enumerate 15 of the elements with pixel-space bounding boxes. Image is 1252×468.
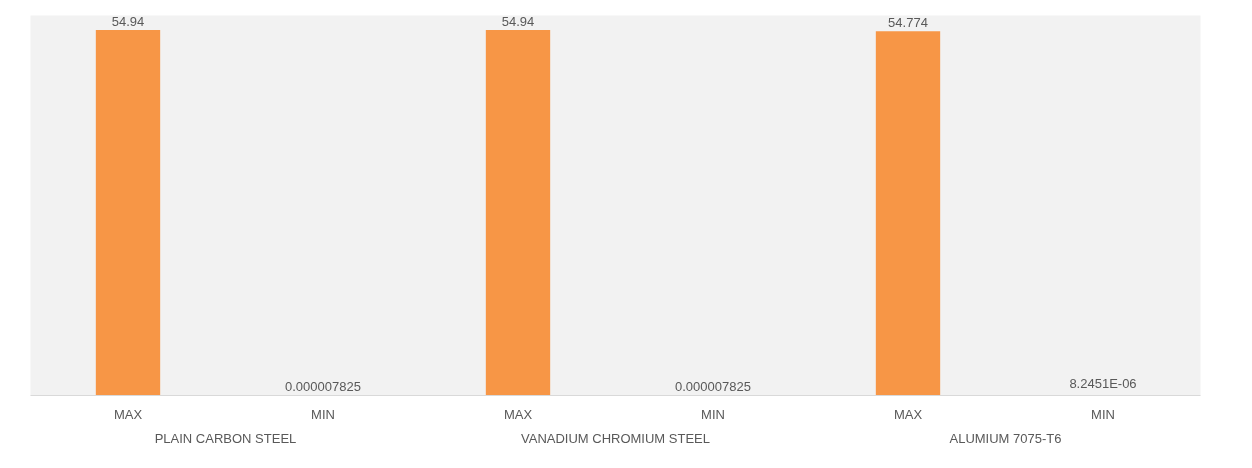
data-label: 8.2451E-06: [1069, 376, 1137, 392]
text: PLAIN CARBON STEEL: [154, 430, 297, 446]
x-tick-label: MAX: [893, 406, 923, 422]
x-tick-label: MIN: [311, 406, 335, 422]
text: VANADIUM CHROMIUM STEEL: [521, 430, 710, 446]
data-label: 54.94: [111, 14, 145, 30]
data-label: 0.000007825: [675, 379, 751, 395]
x-tick-label: MIN: [1091, 406, 1115, 422]
data-label: 0.000007825: [285, 379, 361, 395]
x-tick-label: MAX: [113, 406, 143, 422]
text: ALUMIUM 7075-T6: [949, 430, 1062, 446]
x-tick-label: MAX: [503, 406, 533, 422]
x-tick-label: MIN: [701, 406, 725, 422]
data-label: 54.94: [501, 14, 535, 30]
data-label: 54.774: [888, 15, 928, 31]
